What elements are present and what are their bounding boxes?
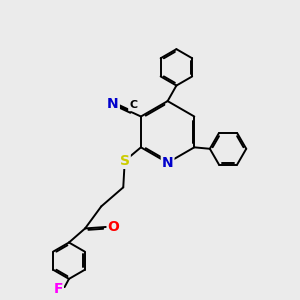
Text: C: C <box>129 100 137 110</box>
Text: N: N <box>162 156 173 170</box>
Text: N: N <box>107 98 119 112</box>
Text: S: S <box>120 154 130 168</box>
Text: O: O <box>108 220 119 234</box>
Text: F: F <box>53 282 63 296</box>
